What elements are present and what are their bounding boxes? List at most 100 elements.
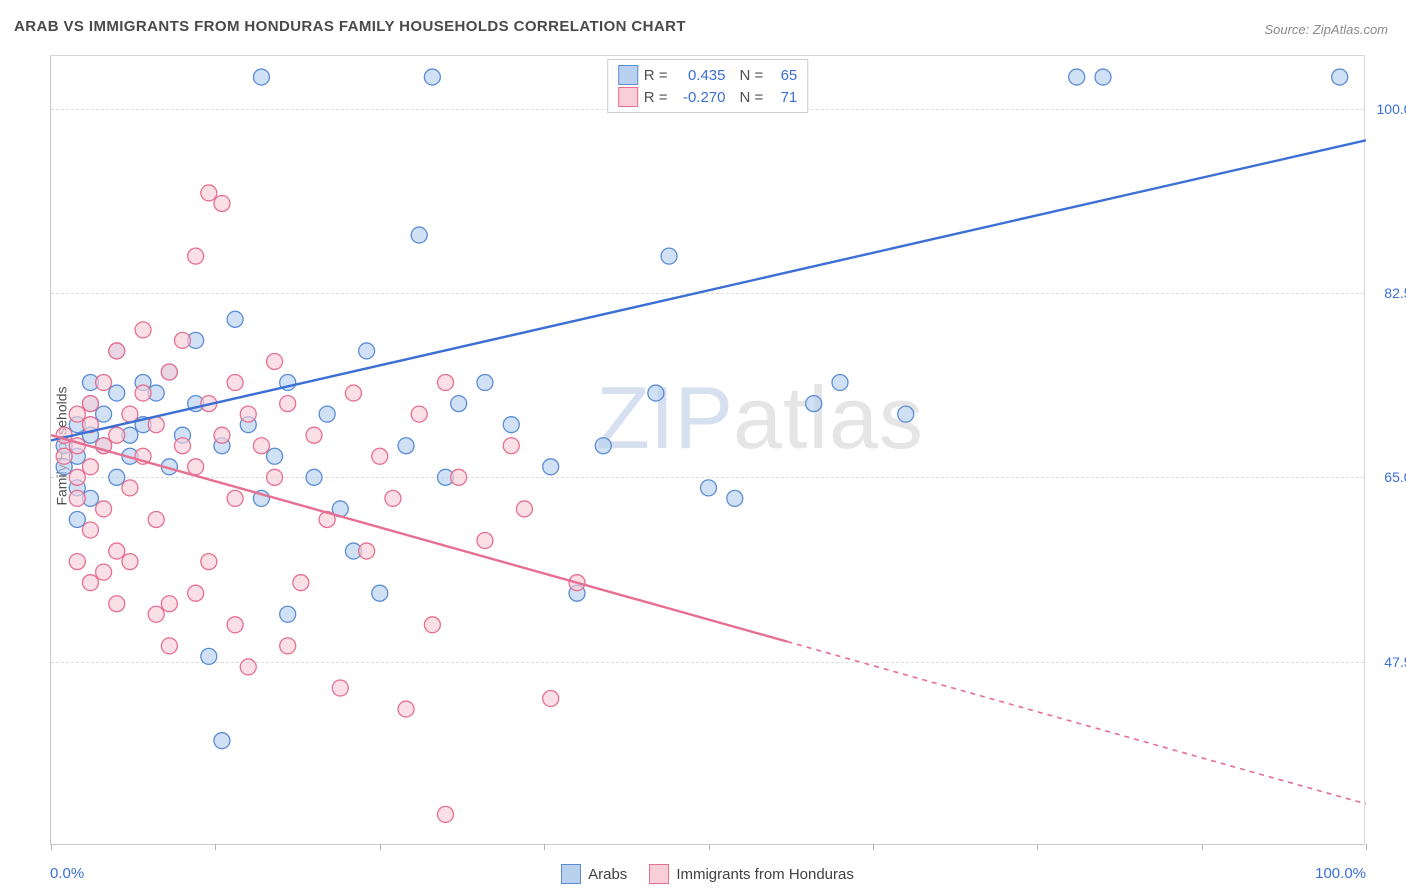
scatter-point bbox=[438, 375, 454, 391]
legend-swatch bbox=[649, 864, 669, 884]
legend-r-label: R = bbox=[644, 67, 668, 84]
scatter-point bbox=[1069, 69, 1085, 85]
scatter-point bbox=[359, 543, 375, 559]
scatter-point bbox=[806, 396, 822, 412]
source-label: Source: ZipAtlas.com bbox=[1264, 22, 1388, 37]
trend-line-dashed bbox=[787, 642, 1366, 804]
plot-area: ZIPatlas R =0.435N =65R =-0.270N =71 47.… bbox=[50, 55, 1365, 845]
y-tick-label: 47.5% bbox=[1369, 654, 1406, 670]
legend-swatch bbox=[561, 864, 581, 884]
scatter-point bbox=[135, 322, 151, 338]
scatter-point bbox=[69, 406, 85, 422]
scatter-point bbox=[122, 480, 138, 496]
scatter-point bbox=[214, 733, 230, 749]
scatter-point bbox=[306, 469, 322, 485]
legend-swatch bbox=[618, 65, 638, 85]
scatter-point bbox=[253, 438, 269, 454]
scatter-point bbox=[477, 533, 493, 549]
scatter-point bbox=[175, 438, 191, 454]
scatter-point bbox=[595, 438, 611, 454]
scatter-point bbox=[543, 691, 559, 707]
scatter-point bbox=[135, 385, 151, 401]
scatter-point bbox=[227, 490, 243, 506]
scatter-point bbox=[161, 596, 177, 612]
legend-series-label: Immigrants from Honduras bbox=[676, 866, 854, 883]
scatter-point bbox=[543, 459, 559, 475]
scatter-point bbox=[82, 459, 98, 475]
legend-top-row: R =0.435N =65 bbox=[618, 64, 798, 86]
scatter-point bbox=[109, 596, 125, 612]
scatter-point bbox=[1332, 69, 1348, 85]
scatter-point bbox=[82, 396, 98, 412]
legend-n-value: 65 bbox=[769, 67, 797, 84]
scatter-point bbox=[161, 364, 177, 380]
scatter-point bbox=[267, 353, 283, 369]
scatter-point bbox=[188, 459, 204, 475]
scatter-point bbox=[109, 343, 125, 359]
legend-swatch bbox=[618, 87, 638, 107]
scatter-point bbox=[148, 606, 164, 622]
scatter-point bbox=[188, 585, 204, 601]
scatter-point bbox=[832, 375, 848, 391]
scatter-point bbox=[661, 248, 677, 264]
scatter-point bbox=[424, 617, 440, 633]
scatter-point bbox=[201, 554, 217, 570]
chart-title: ARAB VS IMMIGRANTS FROM HONDURAS FAMILY … bbox=[14, 18, 686, 35]
chart-svg bbox=[51, 56, 1366, 846]
scatter-point bbox=[214, 195, 230, 211]
scatter-point bbox=[280, 396, 296, 412]
scatter-point bbox=[701, 480, 717, 496]
scatter-point bbox=[201, 185, 217, 201]
scatter-point bbox=[109, 385, 125, 401]
scatter-point bbox=[122, 554, 138, 570]
scatter-point bbox=[319, 406, 335, 422]
y-tick-label: 82.5% bbox=[1369, 285, 1406, 301]
scatter-point bbox=[280, 638, 296, 654]
scatter-point bbox=[96, 501, 112, 517]
scatter-point bbox=[69, 490, 85, 506]
scatter-point bbox=[727, 490, 743, 506]
scatter-point bbox=[96, 375, 112, 391]
legend-n-label: N = bbox=[740, 89, 764, 106]
scatter-point bbox=[424, 69, 440, 85]
legend-top-row: R =-0.270N =71 bbox=[618, 86, 798, 108]
scatter-point bbox=[227, 375, 243, 391]
scatter-point bbox=[648, 385, 664, 401]
legend-bottom-item: Immigrants from Honduras bbox=[649, 864, 854, 884]
scatter-point bbox=[227, 311, 243, 327]
scatter-point bbox=[359, 343, 375, 359]
scatter-point bbox=[267, 448, 283, 464]
scatter-point bbox=[240, 406, 256, 422]
legend-top: R =0.435N =65R =-0.270N =71 bbox=[607, 59, 809, 113]
y-tick-label: 100.0% bbox=[1369, 101, 1406, 117]
scatter-point bbox=[188, 248, 204, 264]
scatter-point bbox=[516, 501, 532, 517]
scatter-point bbox=[253, 69, 269, 85]
scatter-point bbox=[148, 417, 164, 433]
scatter-point bbox=[438, 806, 454, 822]
legend-n-label: N = bbox=[740, 67, 764, 84]
scatter-point bbox=[227, 617, 243, 633]
scatter-point bbox=[69, 511, 85, 527]
scatter-point bbox=[96, 564, 112, 580]
scatter-point bbox=[372, 585, 388, 601]
scatter-point bbox=[201, 648, 217, 664]
scatter-point bbox=[122, 406, 138, 422]
scatter-point bbox=[451, 469, 467, 485]
scatter-point bbox=[451, 396, 467, 412]
scatter-point bbox=[280, 606, 296, 622]
scatter-point bbox=[267, 469, 283, 485]
scatter-point bbox=[109, 427, 125, 443]
scatter-point bbox=[411, 227, 427, 243]
legend-bottom-item: Arabs bbox=[561, 864, 627, 884]
scatter-point bbox=[109, 543, 125, 559]
scatter-point bbox=[503, 417, 519, 433]
scatter-point bbox=[56, 448, 72, 464]
scatter-point bbox=[69, 469, 85, 485]
scatter-point bbox=[477, 375, 493, 391]
scatter-point bbox=[175, 332, 191, 348]
scatter-point bbox=[69, 554, 85, 570]
scatter-point bbox=[503, 438, 519, 454]
scatter-point bbox=[109, 469, 125, 485]
scatter-point bbox=[332, 680, 348, 696]
